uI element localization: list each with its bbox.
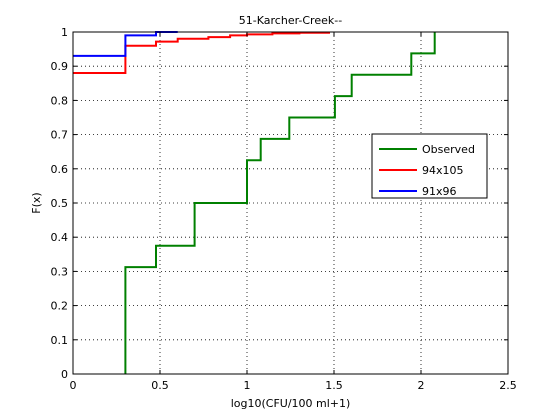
legend-box bbox=[371, 133, 488, 199]
x-tick-label: 2.5 bbox=[499, 379, 517, 392]
y-tick-labels: 0 0.1 0.2 0.3 0.4 0.5 0.6 0.7 0.8 0.9 1 bbox=[51, 26, 69, 381]
legend-label-3: 91x96 bbox=[422, 185, 457, 198]
x-tick-label: 1 bbox=[244, 379, 251, 392]
y-tick-label: 0.6 bbox=[51, 163, 69, 176]
x-axis-label: log10(CFU/100 ml+1) bbox=[231, 397, 351, 410]
legend-label-1: Observed bbox=[422, 143, 475, 156]
series-line-1 bbox=[124, 32, 436, 374]
x-tick-label: 0.5 bbox=[151, 379, 169, 392]
y-tick-label: 0.8 bbox=[51, 94, 69, 107]
chart-title: 51-Karcher-Creek-- bbox=[239, 14, 342, 27]
y-tick-label: 0 bbox=[61, 368, 68, 381]
legend: Observed 94x105 91x96 bbox=[371, 133, 488, 199]
y-tick-label: 0.2 bbox=[51, 300, 69, 313]
x-tick-label: 2 bbox=[418, 379, 425, 392]
ticks bbox=[72, 31, 509, 375]
plot-area bbox=[73, 32, 508, 374]
x-tick-label: 1.5 bbox=[325, 379, 343, 392]
x-tick-label: 0 bbox=[70, 379, 77, 392]
y-tick-label: 0.4 bbox=[51, 231, 69, 244]
y-tick-label: 0.7 bbox=[51, 129, 69, 142]
y-tick-label: 0.3 bbox=[51, 265, 69, 278]
grid bbox=[73, 32, 508, 374]
y-tick-label: 0.5 bbox=[51, 197, 69, 210]
x-tick-labels: 0 0.5 1 1.5 2 2.5 bbox=[70, 379, 517, 392]
y-tick-label: 1 bbox=[61, 26, 68, 39]
y-tick-label: 0.1 bbox=[51, 334, 69, 347]
y-axis-label: F(x) bbox=[30, 192, 43, 213]
y-tick-label: 0.9 bbox=[51, 60, 69, 73]
legend-label-2: 94x105 bbox=[422, 164, 464, 177]
series-line-2 bbox=[73, 31, 330, 74]
